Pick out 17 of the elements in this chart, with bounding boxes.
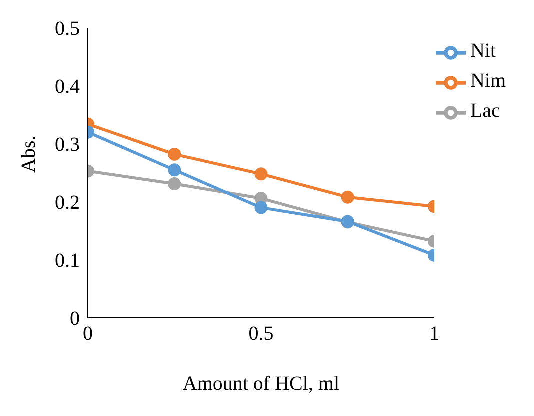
point (254, 168, 268, 181)
y-tick-label: 0 (70, 308, 80, 330)
point (254, 201, 268, 214)
point (168, 164, 182, 177)
x-tick-label: 0.5 (248, 323, 274, 346)
legend-label: Nit (470, 40, 496, 62)
point (168, 148, 182, 161)
legend-label: Nim (470, 70, 506, 92)
y-tick-label: 0.2 (55, 192, 80, 214)
y-tick-label: 0.3 (55, 134, 80, 156)
x-tick-label: 1 (429, 323, 440, 346)
x-axis-title: Amount of HCl, ml (182, 373, 340, 395)
legend-label: Lac (470, 100, 500, 122)
y-tick-label: 0.1 (55, 250, 80, 272)
y-tick-label: 0.5 (55, 18, 80, 40)
y-tick-label: 0.4 (55, 76, 80, 98)
y-axis-title: Abs. (18, 136, 40, 173)
